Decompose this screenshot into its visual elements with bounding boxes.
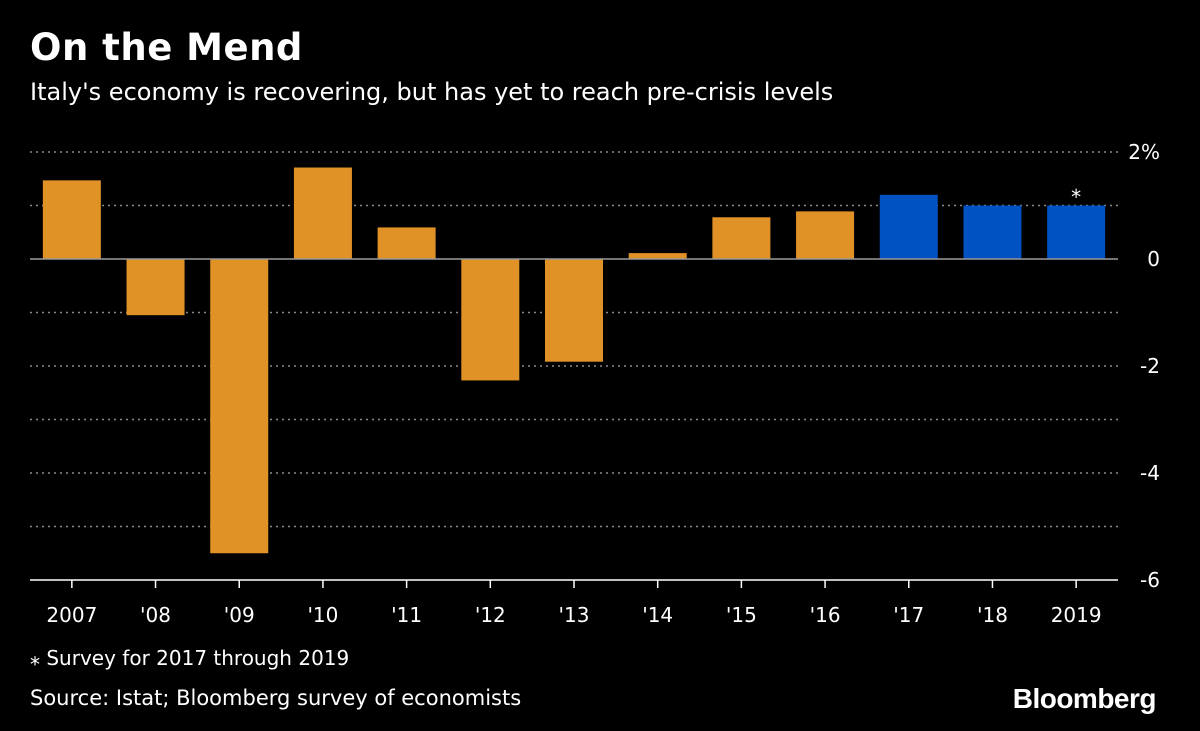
- bar-18: [963, 205, 1022, 259]
- axes: [30, 258, 1118, 588]
- bar-16: [796, 211, 855, 259]
- x-tick-label: '13: [559, 603, 590, 627]
- x-tick-label: '09: [224, 603, 255, 627]
- bar-annotation: ⁎: [1071, 179, 1081, 203]
- bar-10: [293, 167, 352, 259]
- y-tick-label: 2%: [1128, 140, 1160, 164]
- bar-08: [126, 259, 185, 316]
- source-note: Source: Istat; Bloomberg survey of econo…: [30, 686, 522, 710]
- y-tick-label: -4: [1140, 461, 1160, 485]
- x-tick-label: '08: [140, 603, 171, 627]
- chart-title: On the Mend: [30, 26, 303, 69]
- y-tick-label: 0: [1147, 247, 1160, 271]
- x-tick-label: '18: [977, 603, 1008, 627]
- y-tick-label: -6: [1140, 568, 1160, 592]
- x-tick-label: '12: [475, 603, 506, 627]
- x-tick-label: '17: [893, 603, 924, 627]
- x-tick-label: '16: [810, 603, 841, 627]
- labels: 2007 '08 '09 '10 '11 '12 '13 '14 '15 '16 '17 '18 201…: [46, 140, 1160, 627]
- y-tick-label: -2: [1140, 354, 1160, 378]
- x-tick-label: '11: [391, 603, 422, 627]
- x-tick-label: '10: [307, 603, 338, 627]
- bar-2007: [42, 180, 101, 259]
- footnote: ⁎ Survey for 2017 through 2019: [30, 646, 350, 670]
- x-tick-label: 2007: [46, 603, 97, 627]
- bar-13: [545, 259, 603, 362]
- brand-logo: Bloomberg: [1012, 683, 1157, 714]
- x-tick-label: '14: [642, 603, 673, 627]
- bar-14: [628, 253, 687, 259]
- bars: [42, 167, 1106, 554]
- bar-15: [712, 217, 771, 259]
- bar-17: [879, 194, 938, 259]
- chart-subtitle: Italy's economy is recovering, but has y…: [30, 78, 834, 106]
- x-tick-label: 2019: [1051, 603, 1102, 627]
- bar-2019: [1047, 205, 1106, 259]
- bar-09: [210, 259, 269, 554]
- bar-11: [377, 227, 436, 259]
- x-tick-label: '15: [726, 603, 757, 627]
- bar-12: [461, 259, 520, 381]
